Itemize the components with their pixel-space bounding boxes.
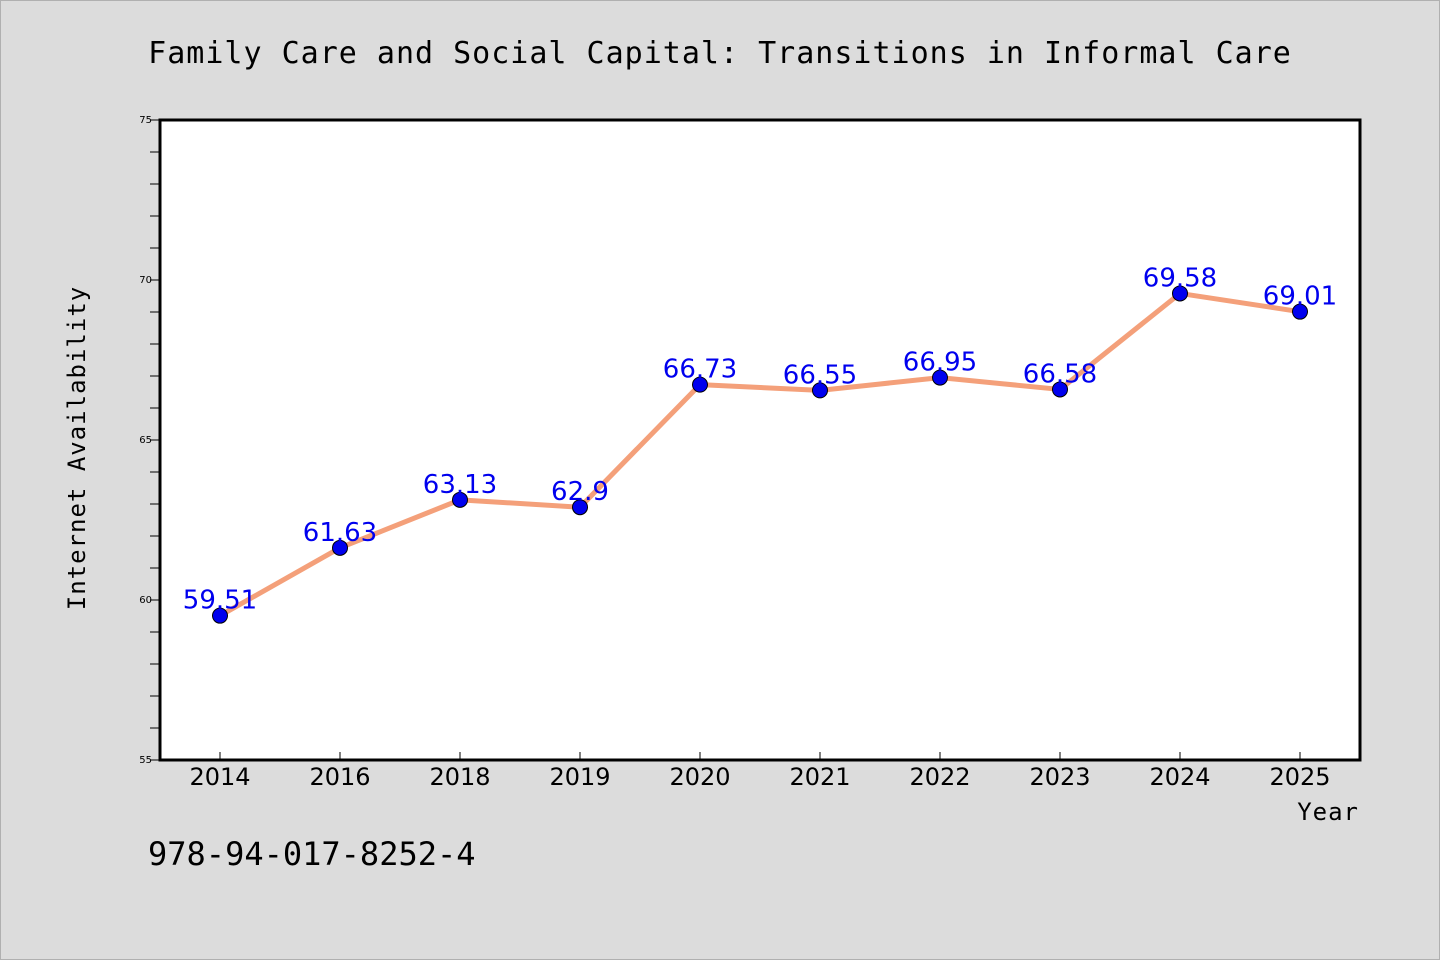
y-tick-label: 70 [139, 275, 152, 286]
y-axis-title: Internet Availability [63, 286, 91, 610]
x-tick-label: 2014 [189, 763, 250, 791]
data-point [332, 539, 348, 556]
data-label: 59.51 [183, 586, 257, 616]
data-label: 69.58 [1143, 263, 1217, 293]
data-point [1052, 381, 1068, 398]
data-point [1172, 285, 1188, 302]
data-label: 63.13 [423, 470, 497, 500]
x-tick-label: 2025 [1269, 763, 1330, 791]
x-axis: 2014 2016 2018 2019 2020 2021 2022 2023 2024 2025 [189, 752, 1331, 791]
x-tick-label: 2018 [429, 763, 490, 791]
series-layer: 59.51 61.63 63.13 62.9 66.73 66.55 66.95 66.58 6… [183, 263, 1337, 624]
data-label: 69.01 [1263, 282, 1337, 312]
y-tick-label: 75 [139, 115, 152, 126]
y-tick-label: 65 [139, 435, 152, 446]
data-point [452, 491, 468, 508]
x-tick-label: 2021 [789, 763, 850, 791]
y-tick-label: 60 [139, 595, 152, 606]
data-label: 66.58 [1023, 359, 1097, 389]
data-point [1292, 303, 1308, 320]
x-axis-title: Year [1297, 798, 1359, 826]
data-label: 66.55 [783, 360, 857, 390]
x-tick-label: 2023 [1029, 763, 1090, 791]
x-tick-label: 2020 [669, 763, 730, 791]
data-point [932, 369, 948, 386]
y-tick-label: 55 [139, 755, 152, 766]
footnote-isbn: 978-94-017-8252-4 [148, 835, 476, 873]
data-point [572, 499, 588, 516]
data-point [812, 382, 828, 399]
x-tick-label: 2024 [1149, 763, 1210, 791]
y-axis: 55 60 65 70 75 [139, 115, 160, 766]
data-label: 61.63 [303, 518, 377, 548]
chart-title: Family Care and Social Capital: Transiti… [148, 36, 1292, 71]
data-label: 62.9 [551, 477, 609, 507]
data-label: 66.95 [903, 348, 977, 378]
x-tick-label: 2016 [309, 763, 370, 791]
series-line [217, 290, 1303, 619]
data-label: 66.73 [663, 355, 737, 385]
plot-area [158, 118, 1362, 762]
data-point [692, 376, 708, 393]
x-tick-label: 2022 [909, 763, 970, 791]
x-tick-label: 2019 [549, 763, 610, 791]
data-point [212, 607, 228, 624]
